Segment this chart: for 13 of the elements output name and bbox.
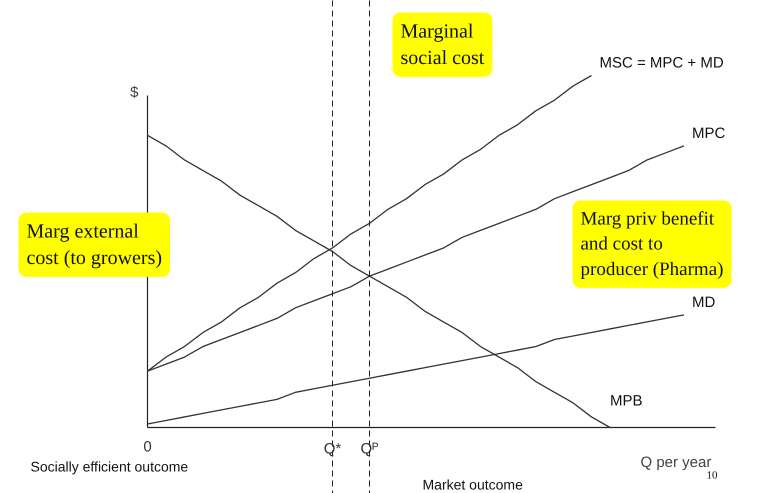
- series-label: MD: [692, 294, 716, 311]
- text: 10: [706, 470, 718, 482]
- series-label: MPC: [692, 124, 726, 142]
- text: Socially efficient outcome: [30, 458, 188, 474]
- series-label: MSC = MPC + MD: [600, 54, 724, 72]
- text: Market outcome: [422, 476, 524, 492]
- x-axis-title: Q per year: [640, 454, 712, 471]
- annotation: Marg external cost (to growers): [26, 220, 162, 269]
- x-tick-label: 0: [143, 438, 152, 456]
- text: Marginal social cost: [400, 20, 485, 69]
- series-label: MPB: [610, 392, 643, 410]
- y-axis-title: $: [130, 84, 140, 101]
- annotation: Marg priv benefit and cost to producer (Pharma): [580, 208, 724, 280]
